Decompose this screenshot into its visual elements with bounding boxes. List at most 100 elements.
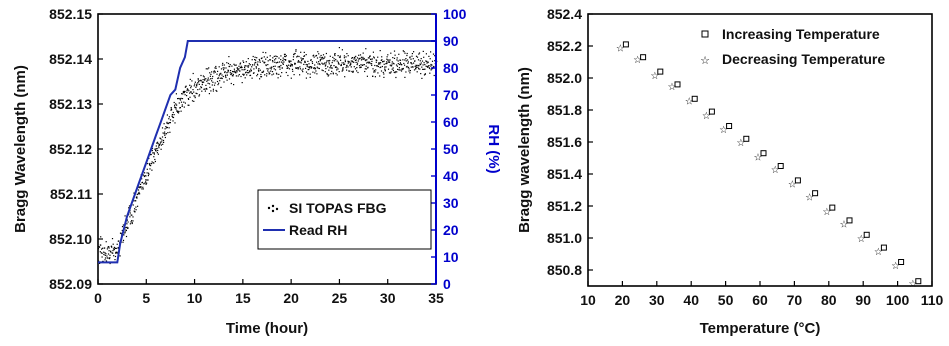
fbg-data-point [322,70,324,72]
fbg-data-point [342,69,344,71]
fbg-data-point [243,74,245,76]
fbg-data-point [370,58,372,60]
fbg-data-point [204,79,206,81]
fbg-data-point [151,148,154,150]
fbg-data-point [354,68,357,70]
fbg-data-point [306,65,308,67]
fbg-data-point [177,98,179,100]
fbg-data-point [321,62,323,64]
fbg-data-point [180,110,182,112]
fbg-data-point [420,73,422,75]
fbg-data-point [260,73,262,76]
fbg-data-point [207,82,209,84]
chart-right-y-tick-label: 852.2 [547,38,582,54]
fbg-data-point [162,132,164,134]
fbg-data-point [295,49,297,51]
fbg-data-point [140,186,142,188]
fbg-data-point [415,55,418,57]
fbg-data-point [145,179,147,181]
fbg-data-point [416,56,419,58]
fbg-data-point [249,74,252,76]
fbg-data-point [252,55,254,58]
fbg-data-point [144,172,146,174]
fbg-data-point [166,114,168,116]
fbg-data-point [413,51,415,53]
fbg-data-point [272,57,274,59]
fbg-data-point [134,211,136,213]
fbg-data-point [103,251,105,253]
fbg-data-point [174,107,176,109]
decreasing-data-point: ☆ [736,138,745,149]
decreasing-data-point: ☆ [874,247,883,258]
fbg-data-point [223,64,225,66]
fbg-data-point [272,61,274,63]
fbg-data-point [100,244,102,246]
chart-right-x-tick-label: 80 [821,292,837,308]
fbg-data-point [164,128,166,130]
fbg-data-point [131,222,133,225]
fbg-data-point [418,68,420,70]
fbg-data-point [194,83,196,85]
fbg-data-point [413,69,416,71]
fbg-data-point [153,153,155,155]
fbg-data-point [189,96,191,98]
fbg-data-point [427,66,429,68]
fbg-data-point [117,252,119,254]
chart-right-y-tick-label: 851.0 [547,230,582,246]
fbg-data-point [202,81,204,83]
fbg-data-point [124,215,126,217]
fbg-data-point [413,62,415,64]
fbg-data-point [337,55,339,57]
fbg-data-point [101,256,103,258]
increasing-data-point [622,41,629,48]
fbg-data-point [105,260,108,262]
fbg-data-point [298,55,300,58]
fbg-data-point [260,76,262,78]
fbg-data-point [404,52,406,54]
fbg-data-point [150,165,152,167]
fbg-data-point [125,229,127,232]
fbg-data-point [181,105,183,107]
fbg-data-point [215,65,217,68]
fbg-data-point [173,114,175,116]
fbg-data-point [334,53,336,55]
fbg-data-point [325,62,327,64]
fbg-data-point [344,59,346,61]
fbg-data-point [296,67,298,69]
fbg-data-point [129,212,131,214]
fbg-data-point [295,67,297,69]
fbg-data-point [362,56,364,58]
fbg-data-point [100,236,102,238]
decreasing-data-point: ☆ [616,44,625,55]
fbg-data-point [322,63,324,65]
fbg-data-point [383,60,385,62]
fbg-data-point [229,65,231,68]
fbg-data-point [384,70,386,72]
fbg-data-point [197,78,199,80]
fbg-data-point [276,73,278,75]
fbg-data-point [339,56,341,59]
fbg-data-point [384,66,386,68]
fbg-data-point [146,182,148,184]
fbg-data-point [283,58,285,61]
fbg-data-point [396,65,398,67]
fbg-data-point [163,123,165,125]
fbg-data-point [314,64,316,66]
fbg-data-point [223,69,225,71]
chart-right-x-tick-label: 60 [752,292,768,308]
fbg-data-point [418,65,420,67]
fbg-data-point [259,61,261,63]
fbg-data-point [253,68,255,70]
decreasing-temperature-series: ☆ ☆ ☆ ☆ ☆ ☆ ☆ ☆ ☆ ☆ ☆ ☆ ☆ ☆ ☆ ☆ ☆ ☆ [616,44,917,290]
fbg-data-point [211,77,213,80]
legend-label-decreasing: Decreasing Temperature [722,51,885,67]
fbg-data-point [227,71,229,73]
fbg-data-point [377,72,379,74]
fbg-data-point [158,144,160,146]
fbg-data-point [216,80,219,83]
chart-left-y-tick-label: 852.14 [49,51,92,67]
fbg-data-point [374,71,376,73]
fbg-data-point [341,62,343,64]
fbg-data-point [338,63,340,65]
fbg-data-point [361,58,363,60]
